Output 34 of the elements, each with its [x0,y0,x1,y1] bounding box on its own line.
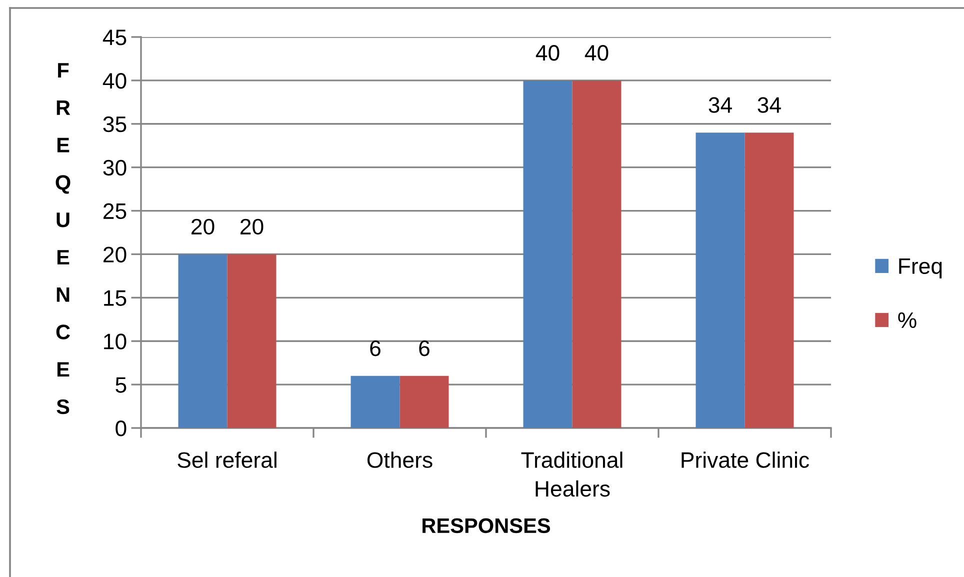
data-label: 34 [708,97,732,113]
x-tick-label: Others [367,452,432,468]
x-tick-label: Private Clinic [682,452,809,468]
bar [178,254,228,428]
y-tick-label: 0 [116,420,126,436]
legend-label: % [898,312,916,328]
y-tick-label: 25 [104,203,126,220]
legend-label: Freq [899,258,942,278]
bar [572,80,622,428]
x-tick-label: Sel referal [178,452,276,468]
y-tick-label: 20 [104,246,126,262]
y-tick-label: 40 [102,72,126,89]
bar [744,132,794,428]
data-label: 6 [419,340,430,356]
x-tick-label: Traditional Healers [521,452,622,497]
y-tick-label: 10 [104,334,126,350]
x-axis-title: RESPONSES [422,518,550,534]
data-label: 40 [536,45,560,61]
y-tick-label: 15 [104,290,126,306]
data-label: 20 [240,218,264,235]
bar [696,132,745,428]
bar [400,376,449,428]
bar [350,376,400,428]
data-label: 40 [584,45,608,61]
data-label: 6 [370,340,380,356]
bar [227,254,276,428]
y-tick-label: 5 [116,377,126,393]
data-label: 34 [758,97,781,113]
y-tick-label: 30 [103,160,126,176]
y-tick-label: 45 [102,30,126,46]
text: FREQUENCES [56,63,70,414]
data-label: 20 [192,218,214,235]
bar [523,80,572,428]
y-tick-label: 35 [103,116,126,132]
